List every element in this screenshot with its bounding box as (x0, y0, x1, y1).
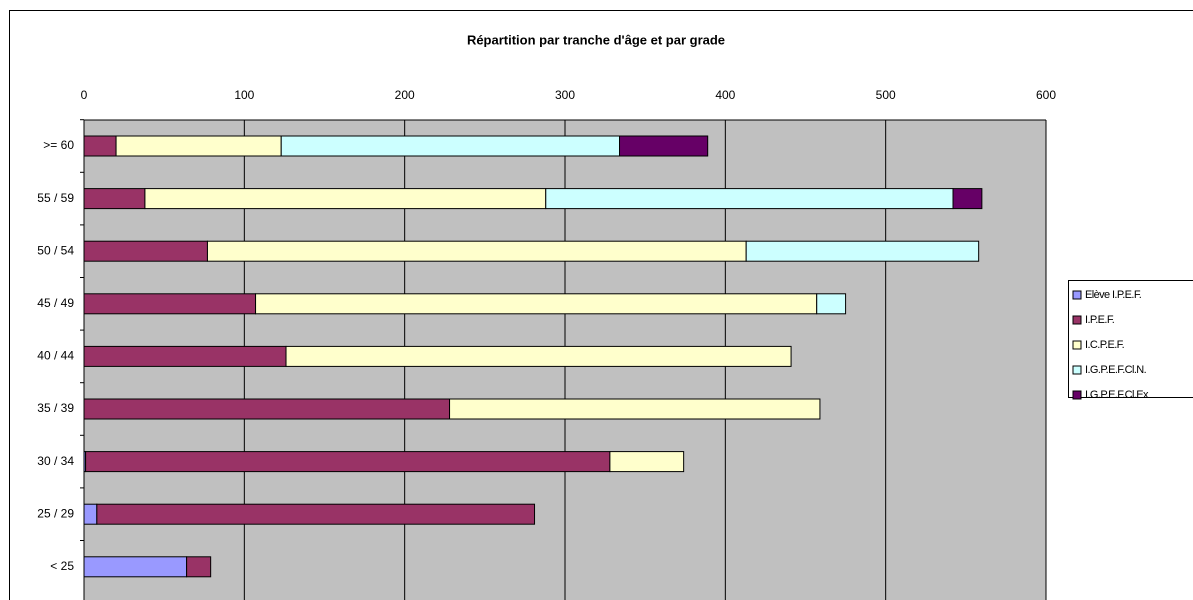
bar-segment (619, 135, 709, 157)
y-tick-label: 55 / 59 (37, 191, 74, 205)
bar-segment (952, 188, 983, 210)
bar-segment (745, 240, 980, 262)
y-tick-label: 45 / 49 (37, 296, 74, 310)
x-tick-label: 200 (395, 88, 415, 102)
y-tick-label: >= 60 (43, 138, 74, 152)
bar-segment (115, 135, 282, 157)
bar-segment (83, 188, 146, 210)
bar-segment (85, 451, 611, 473)
y-tick-label: 35 / 39 (37, 401, 74, 415)
bar-segment (609, 451, 685, 473)
bar-segment (545, 188, 954, 210)
y-tick-label: 50 / 54 (37, 243, 74, 257)
y-tick-label: 30 / 34 (37, 454, 74, 468)
chart-title: Répartition par tranche d'âge et par gra… (467, 32, 725, 47)
bar-segment (144, 188, 547, 210)
x-tick-label: 500 (876, 88, 896, 102)
x-tick-label: 400 (715, 88, 735, 102)
legend-swatch (1072, 390, 1082, 400)
x-tick-label: 600 (1036, 88, 1056, 102)
bar-segment (83, 503, 98, 525)
legend-swatch (1072, 290, 1082, 300)
legend-swatch (1072, 340, 1082, 350)
bar-segment (255, 293, 818, 315)
bar-segment (83, 240, 208, 262)
bar-segment (206, 240, 747, 262)
legend-swatch (1072, 315, 1082, 325)
legend-label: I.G.P.E.F.Cl.N. (1085, 364, 1147, 376)
legend-label: I.G.P.E.F.Cl.Ex (1085, 389, 1149, 401)
bar-segment (96, 503, 536, 525)
bar-segment (816, 293, 847, 315)
bar-segment (83, 556, 188, 578)
bar-segment (280, 135, 621, 157)
bar-segment (83, 293, 257, 315)
y-tick-label: < 25 (50, 559, 74, 573)
y-tick-label: 25 / 29 (37, 506, 74, 520)
bar-segment (83, 135, 117, 157)
x-tick-label: 0 (81, 88, 88, 102)
bar-segment (449, 398, 821, 420)
x-tick-label: 100 (234, 88, 254, 102)
bar-segment (83, 398, 451, 420)
bar-segment (186, 556, 212, 578)
legend (1068, 280, 1193, 398)
legend-label: Elève I.P.E.F. (1085, 289, 1142, 301)
x-tick-label: 300 (555, 88, 575, 102)
legend-swatch (1072, 365, 1082, 375)
bar-segment (285, 345, 792, 367)
legend-label: I.C.P.E.F. (1085, 339, 1125, 351)
bar-segment (83, 345, 287, 367)
y-tick-label: 40 / 44 (37, 349, 74, 363)
legend-label: I.P.E.F. (1085, 314, 1115, 326)
